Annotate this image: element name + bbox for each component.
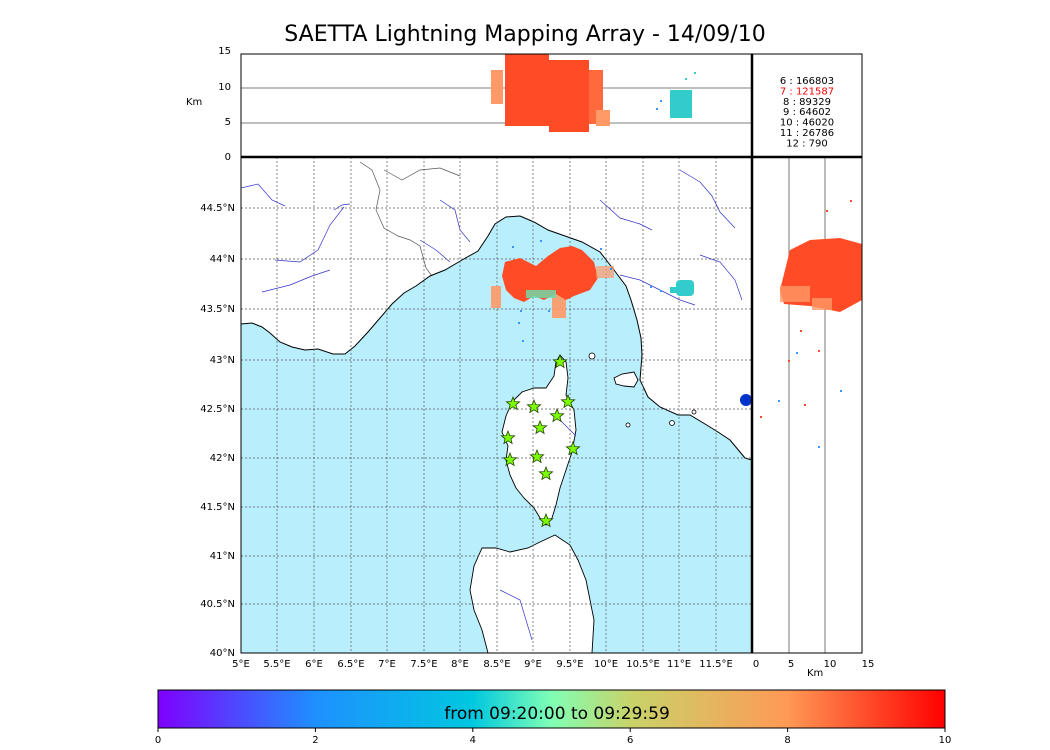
latitude-ticks: 44.5°N 44°N 43.5°N 43°N 42.5°N 42°N 41.5°N 41°N… [200,203,235,659]
colorbar-tick-label: 2 [312,735,318,746]
colorbar-tick-label: 10 [939,735,952,746]
corsica-island [501,354,577,526]
latitude-tick-label: 44°N [210,254,235,265]
colorbar-ticks: 0 2 4 6 8 10 [155,728,952,746]
station-marker [560,393,576,409]
station-count-row: 9 : 64602 [783,107,831,118]
altitude-axis-label: Km [186,97,202,108]
elba-island [613,371,639,388]
latitude-tick-label: 44.5°N [200,203,235,214]
station-count-row: 8 : 89329 [783,97,831,108]
longitude-tick-label: 6°E [305,659,323,670]
station-marker [532,419,548,435]
longitude-tick-label: 10°E [594,659,618,670]
longitude-tick-label: 8.5°E [483,659,510,670]
latitude-tick-label: 43.5°N [200,304,235,315]
km-tick-label: 10 [824,659,837,670]
colorbar-tick-label: 8 [784,735,790,746]
lightning-sources-map [491,240,752,406]
longitude-tick-label: 7°E [378,659,396,670]
station-count-row: 10 : 46020 [780,118,834,129]
colorbar-tick-label: 4 [470,735,476,746]
longitude-tick-label: 9°E [524,659,542,670]
km-tick-label: 15 [862,659,875,670]
km-axis-label: Km [807,668,823,679]
station-marker [526,398,542,414]
longitude-tick-label: 5°E [232,659,250,670]
longitude-tick-label: 8°E [451,659,469,670]
graticule [241,157,752,653]
station-count-row: 12 : 790 [786,138,828,149]
station-marker [565,440,581,456]
country-borders [359,161,461,277]
longitude-tick-label: 10.5°E [626,659,660,670]
latitude-tick-label: 40°N [210,648,235,659]
longitude-tick-label: 9.5°E [556,659,583,670]
time-colorbar: from 09:20:00 to 09:29:59 0 2 4 6 8 10 [155,689,952,746]
latitude-tick-label: 41°N [210,551,235,562]
altitude-latitude-panel [751,156,863,654]
altitude-tick-label: 15 [218,46,231,57]
longitude-tick-label: 11°E [667,659,691,670]
station-count-row: 7 : 121587 [780,86,834,97]
altitude-tick-label: 5 [225,117,231,128]
colorbar-label: from 09:20:00 to 09:29:59 [444,704,670,724]
station-marker [502,451,518,467]
rivers [241,169,743,641]
longitude-tick-label: 7.5°E [410,659,437,670]
longitude-tick-label: 11.5°E [699,659,733,670]
colorbar-tick-label: 0 [155,735,161,746]
station-count-row: 11 : 26786 [780,128,834,139]
altitude-longitude-panel [240,53,753,158]
altitude-tick-label: 0 [225,152,231,163]
station-marker [500,429,516,445]
map-panel [240,156,753,654]
altitude-tick-label: 10 [218,82,231,93]
latitude-tick-label: 43°N [210,355,235,366]
latitude-tick-label: 42°N [210,453,235,464]
map-title: SAETTA Lightning Mapping Array - 14/09/1… [284,22,766,47]
latitude-tick-label: 40.5°N [200,599,235,610]
station-marker [529,448,545,464]
station-marker [538,465,554,481]
mediterranean-sea [241,216,752,653]
km-ticks: 0 5 10 15 [753,659,875,670]
longitude-tick-label: 5.5°E [263,659,290,670]
km-tick-label: 5 [788,659,794,670]
colorbar-tick-label: 6 [627,735,633,746]
station-marker [538,512,554,528]
latitude-tick-label: 42.5°N [200,404,235,415]
km-tick-label: 0 [753,659,759,670]
longitude-tick-label: 6.5°E [337,659,364,670]
sardinia-island [469,534,595,653]
longitude-ticks: 5°E 5.5°E 6°E 6.5°E 7°E 7.5°E 8°E 8.5°E 9°E 9.5°E… [232,659,733,670]
altitude-ticks: 15 10 5 0 [218,46,231,163]
station-count-row: 6 : 166803 [780,76,834,87]
coastline [241,215,752,461]
lma-stations [500,353,581,528]
latitude-tick-label: 41.5°N [200,502,235,513]
station-marker [549,407,565,423]
station-marker [552,353,568,369]
station-marker [505,395,521,411]
